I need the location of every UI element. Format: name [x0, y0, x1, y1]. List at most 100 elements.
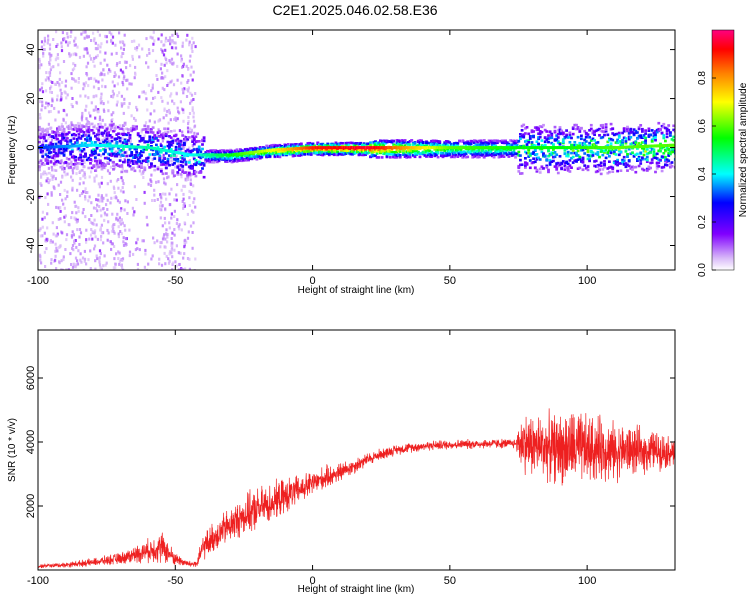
ridge-cell — [548, 161, 552, 164]
noise-cell — [90, 170, 93, 174]
ridge-cell — [369, 143, 372, 147]
ridge-cell — [654, 133, 657, 137]
ridge-cell — [645, 160, 649, 163]
ridge-cell — [151, 136, 155, 139]
noise-cell — [116, 100, 119, 104]
ridge-cell — [482, 155, 486, 159]
ridge-cell — [295, 152, 298, 156]
ridge-core — [425, 146, 428, 150]
noise-cell — [60, 122, 63, 126]
ridge-cell — [494, 141, 498, 145]
noise-cell — [103, 254, 106, 258]
ridge-cell — [593, 133, 596, 136]
ridge-cell — [271, 150, 275, 154]
noise-cell — [105, 261, 108, 265]
ridge-cell — [575, 143, 578, 147]
ridge-cell — [433, 154, 437, 158]
ridge-cell — [202, 139, 206, 143]
ridge-cell — [117, 164, 120, 167]
ridge-core — [636, 145, 639, 149]
ridge-cell — [474, 152, 478, 155]
ridge-cell — [617, 162, 621, 165]
snr-series-line — [38, 408, 675, 569]
ridge-cell — [57, 148, 61, 151]
ridge-cell — [624, 162, 628, 165]
ridge-cell — [176, 158, 180, 161]
noise-cell — [99, 226, 102, 230]
noise-cell — [171, 99, 174, 103]
ridge-cell — [103, 150, 107, 154]
ridge-core — [644, 144, 647, 148]
noise-cell — [194, 92, 197, 95]
ridge-cell — [580, 137, 583, 141]
noise-cell — [100, 214, 103, 218]
ridge-cell — [395, 144, 399, 148]
ridge-cell — [591, 137, 595, 141]
x-tick-label: 0 — [310, 275, 316, 287]
ridge-cell — [649, 161, 652, 165]
ridge-cell — [510, 154, 514, 157]
noise-cell — [189, 73, 192, 77]
ridge-cell — [155, 153, 158, 156]
ridge-cell — [596, 150, 600, 154]
ridge-cell — [556, 161, 560, 165]
ridge-cell — [117, 132, 120, 135]
ridge-cell — [385, 150, 389, 154]
ridge-cell — [583, 138, 587, 142]
noise-cell — [120, 218, 123, 222]
noise-cell — [175, 92, 178, 96]
ridge-core — [349, 146, 353, 150]
ridge-cell — [627, 159, 631, 162]
ridge-cell — [204, 151, 208, 154]
ridge-cell — [466, 150, 470, 153]
ridge-cell — [379, 148, 382, 151]
noise-cell — [97, 158, 100, 162]
noise-cell — [65, 238, 68, 242]
ridge-core — [390, 146, 394, 150]
ridge-cell — [631, 151, 634, 154]
noise-cell — [162, 76, 165, 80]
ridge-cell — [186, 178, 190, 181]
ridge-cell — [566, 166, 570, 169]
ridge-cell — [405, 141, 409, 145]
ridge-cell — [209, 149, 213, 153]
ridge-core — [131, 145, 135, 149]
ridge-cell — [61, 129, 64, 132]
ridge-cell — [80, 150, 84, 153]
noise-cell — [121, 137, 124, 141]
ridge-cell — [270, 146, 274, 149]
ridge-cell — [510, 152, 514, 155]
ridge-cell — [296, 152, 300, 155]
ridge-core — [257, 150, 260, 154]
noise-cell — [102, 231, 105, 235]
noise-cell — [121, 80, 124, 84]
noise-cell — [101, 78, 104, 82]
ridge-cell — [384, 142, 387, 145]
noise-cell — [39, 88, 42, 92]
ridge-cell — [594, 152, 598, 156]
ridge-core — [331, 146, 334, 150]
ridge-cell — [342, 149, 346, 153]
noise-cell — [157, 128, 160, 132]
noise-cell — [59, 71, 62, 75]
ridge-cell — [308, 143, 311, 146]
ridge-cell — [72, 132, 76, 136]
ridge-cell — [575, 151, 578, 155]
ridge-core — [459, 146, 463, 150]
noise-cell — [150, 257, 153, 261]
ridge-core — [570, 146, 573, 150]
ridge-core — [433, 146, 437, 150]
ridge-core — [634, 145, 638, 149]
ridge-cell — [514, 152, 517, 155]
ridge-cell — [464, 141, 468, 144]
ridge-core — [64, 144, 68, 148]
ridge-cell — [95, 127, 99, 130]
ridge-cell — [547, 137, 550, 140]
ridge-cell — [517, 140, 521, 143]
ridge-core — [601, 146, 605, 150]
ridge-cell — [192, 142, 196, 146]
noise-cell — [93, 179, 96, 183]
noise-cell — [115, 51, 118, 55]
ridge-cell — [183, 141, 186, 145]
